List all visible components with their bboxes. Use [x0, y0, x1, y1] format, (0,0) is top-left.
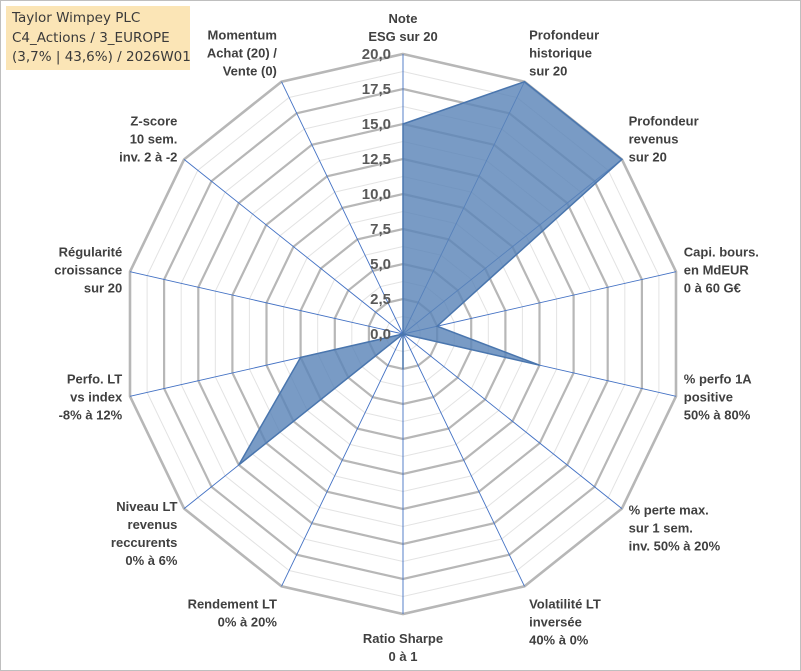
axis-label-line: en MdEUR	[684, 262, 750, 277]
axis-label-line: Niveau LT	[116, 499, 177, 514]
tick-label: 15,0	[362, 116, 391, 133]
radial-tick-labels: 0,0 2,5 5,0 7,5 10,0 12,5 15,0 17,5 20,0	[362, 46, 391, 343]
axis-label-line: Z-score	[130, 114, 177, 129]
axis-label: Profondeur revenus sur 20	[629, 114, 699, 165]
axis-label-line: Achat (20) /	[207, 45, 277, 60]
axis-labels: Note ESG sur 20 Profondeur historique sur 20…	[54, 11, 759, 664]
axis-spoke	[129, 271, 404, 335]
axis-label-line: sur 20	[629, 150, 667, 165]
axis-label: Note ESG sur 20	[368, 11, 437, 44]
axis-label-line: sur 20	[529, 63, 567, 78]
axis-label: Ratio Sharpe 0 à 1	[363, 631, 443, 664]
axis-label: Niveau LT revenus reccurents 0% à 6%	[111, 499, 178, 568]
axis-label-line: Momentum	[208, 27, 277, 42]
axis-label-line: Régularité	[59, 244, 123, 259]
axis-label-line: Profondeur	[629, 114, 699, 129]
axis-label: Momentum Achat (20) / Vente (0)	[207, 27, 277, 78]
radar-series	[238, 80, 624, 466]
tick-label: 5,0	[370, 256, 391, 273]
tick-label: 2,5	[370, 291, 391, 308]
axis-label-line: Note	[389, 11, 418, 26]
axis-label-line: 10 sem.	[130, 132, 178, 147]
axis-label: Régularité croissance sur 20	[54, 244, 122, 295]
data-area	[238, 80, 624, 466]
axis-label-line: 0 à 60 G€	[684, 280, 741, 295]
chart-title-box: Taylor Wimpey PLC C4_Actions / 3_EUROPE …	[6, 6, 191, 70]
tick-label: 10,0	[362, 186, 391, 203]
axis-label-line: 0% à 6%	[125, 553, 177, 568]
axis-label-line: positive	[684, 390, 733, 405]
tick-label: 12,5	[362, 151, 391, 168]
axis-label-line: inversée	[529, 615, 582, 630]
axis-label-line: sur 1 sem.	[629, 521, 693, 536]
axis-label: % perfo 1A positive 50% à 80%	[684, 372, 753, 423]
axis-label: Z-score 10 sem. inv. 2 à -2	[119, 114, 177, 165]
axis-label: Profondeur historique sur 20	[529, 27, 599, 78]
category-path: C4_Actions / 3_EUROPE	[12, 29, 170, 46]
axis-label-line: -8% à 12%	[59, 408, 123, 423]
axis-label-line: revenus	[128, 517, 178, 532]
axis-label-line: sur 20	[84, 280, 122, 295]
axis-label-line: Ratio Sharpe	[363, 631, 443, 646]
axis-label-line: vs index	[70, 390, 123, 405]
axis-label-line: Perfo. LT	[67, 372, 122, 387]
axis-label-line: inv. 2 à -2	[119, 150, 177, 165]
axis-label-line: % perte max.	[629, 503, 709, 518]
axis-spoke	[402, 271, 677, 335]
axis-label: Rendement LT 0% à 20%	[188, 597, 278, 630]
axis-label: Volatilité LT inversée 40% à 0%	[529, 597, 601, 648]
axis-label-line: Vente (0)	[223, 63, 277, 78]
axis-label-line: ESG sur 20	[368, 29, 437, 44]
axis-label-line: % perfo 1A	[684, 372, 753, 387]
axis-label-line: croissance	[54, 262, 122, 277]
axis-label-line: 0 à 1	[389, 649, 418, 664]
tick-label: 0,0	[370, 326, 391, 343]
axis-label-line: 50% à 80%	[684, 408, 751, 423]
axis-label-line: revenus	[629, 132, 679, 147]
tick-label: 7,5	[370, 221, 391, 238]
axis-label: Capi. bours. en MdEUR 0 à 60 G€	[684, 244, 759, 295]
stats-week: (3,7% | 43,6%) / 2026W01	[12, 49, 191, 65]
axis-spoke	[402, 333, 525, 587]
tick-label: 17,5	[362, 81, 391, 98]
axis-label-line: 40% à 0%	[529, 633, 589, 648]
axis-label-line: historique	[529, 45, 592, 60]
axis-label-line: 0% à 20%	[218, 615, 278, 630]
axis-label-line: Volatilité LT	[529, 597, 601, 612]
company-name: Taylor Wimpey PLC	[12, 10, 141, 26]
axis-spoke	[402, 333, 623, 509]
axis-spoke	[281, 81, 404, 335]
axis-label-line: Profondeur	[529, 27, 599, 42]
axis-label: Perfo. LT vs index -8% à 12%	[59, 372, 123, 423]
axis-label-line: reccurents	[111, 535, 177, 550]
axis-spoke	[183, 159, 404, 335]
axis-label-line: Rendement LT	[188, 597, 277, 612]
axis-spoke	[281, 333, 404, 587]
axis-label-line: Capi. bours.	[684, 244, 759, 259]
axis-label: % perte max. sur 1 sem. inv. 50% à 20%	[629, 503, 721, 554]
tick-label: 20,0	[362, 46, 391, 63]
axis-label-line: inv. 50% à 20%	[629, 539, 721, 554]
